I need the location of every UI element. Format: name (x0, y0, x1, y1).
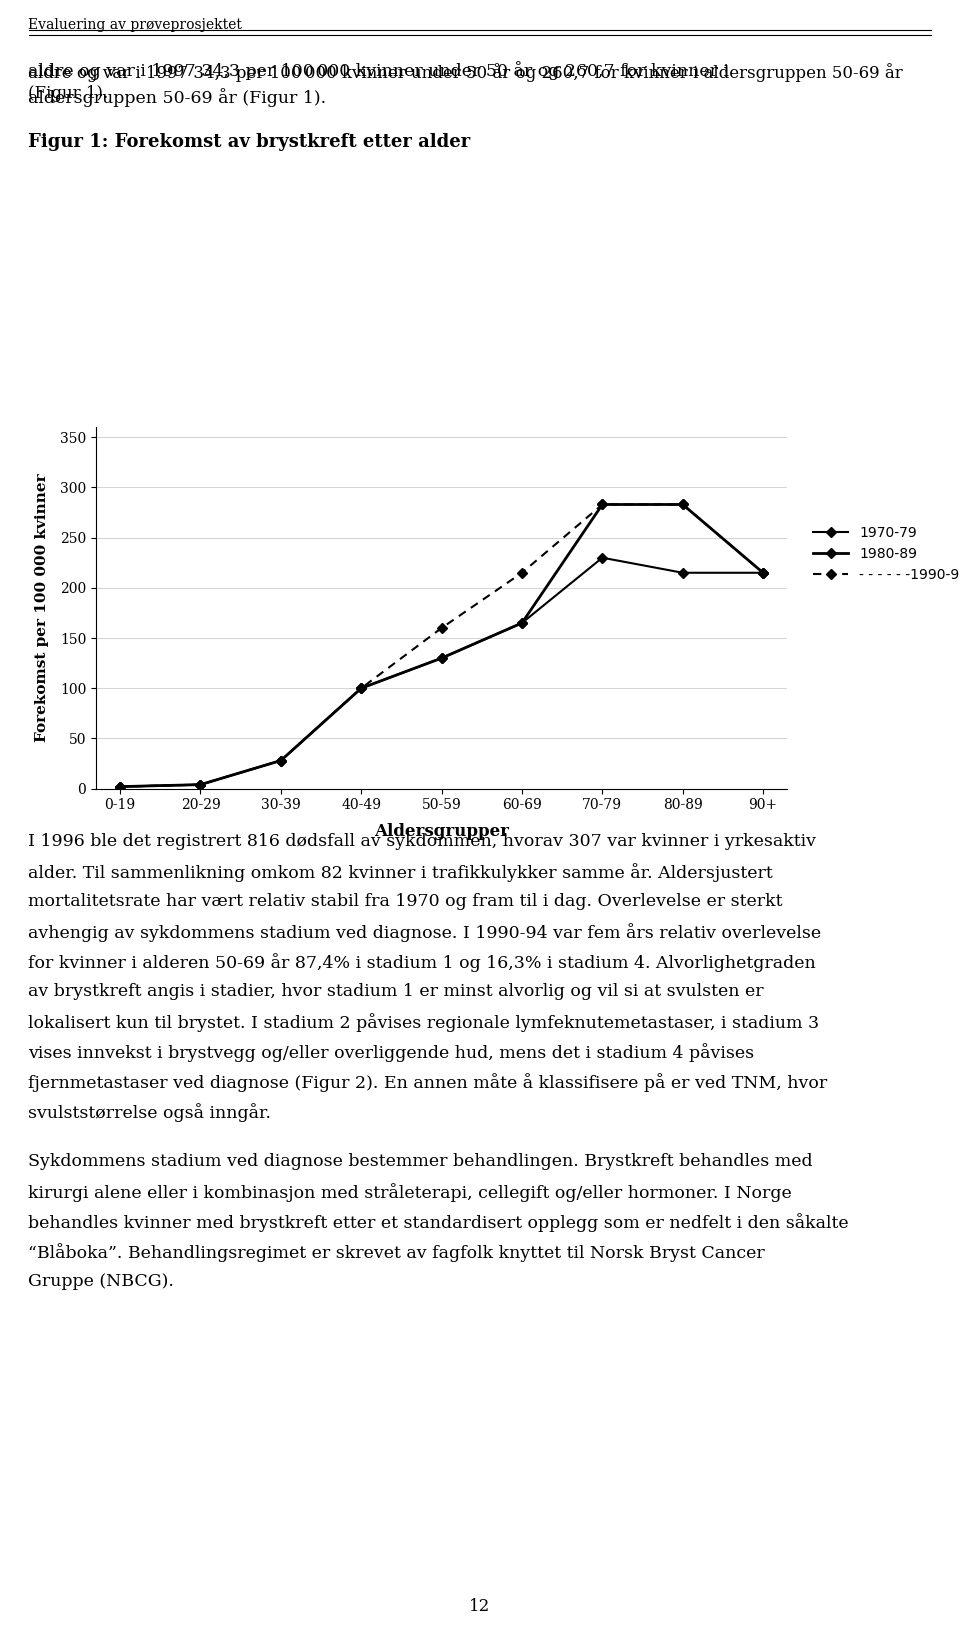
Text: behandles kvinner med brystkreft etter et standardisert opplegg som er nedfelt i: behandles kvinner med brystkreft etter e… (28, 1213, 849, 1232)
Text: avhengig av sykdommens stadium ved diagnose. I 1990-94 var fem års relativ overl: avhengig av sykdommens stadium ved diagn… (28, 923, 821, 941)
1980-89 (516, 613, 528, 633)
Text: I 1996 ble det registrert 816 dødsfall av sykdommen, hvorav 307 var kvinner i yr: I 1996 ble det registrert 816 dødsfall a… (28, 833, 816, 849)
1990-97 (596, 495, 608, 514)
Text: for kvinner i alderen 50-69 år 87,4% i stadium 1 og 16,3% i stadium 4. Alvorligh: for kvinner i alderen 50-69 år 87,4% i s… (28, 953, 816, 973)
Legend: 1970-79, 1980-89, - - - - - -1990-97: 1970-79, 1980-89, - - - - - -1990-97 (808, 521, 960, 587)
1980-89 (757, 564, 769, 583)
1970-79 (355, 679, 367, 698)
Text: Gruppe (NBCG).: Gruppe (NBCG). (28, 1273, 174, 1290)
Text: vises innvekst i brystvegg og/eller overliggende hud, mens det i stadium 4 påvis: vises innvekst i brystvegg og/eller over… (28, 1043, 755, 1061)
1970-79 (276, 751, 287, 771)
1970-79 (516, 613, 528, 633)
Text: aldre og var i 1997 34,3 per 100 000 kvinner under 50 år og 260,7 for kvinner i: aldre og var i 1997 34,3 per 100 000 kvi… (28, 61, 729, 81)
Text: Figur 1: Forekomst av brystkreft etter alder: Figur 1: Forekomst av brystkreft etter a… (28, 133, 470, 151)
Line: 1970-79: 1970-79 (116, 554, 767, 790)
Text: “Blåboka”. Behandlingsregimet er skrevet av fagfolk knyttet til Norsk Bryst Canc: “Blåboka”. Behandlingsregimet er skrevet… (28, 1244, 765, 1262)
Y-axis label: Forekomst per 100 000 kvinner: Forekomst per 100 000 kvinner (35, 473, 49, 743)
Text: kirurgi alene eller i kombinasjon med stråleterapi, cellegift og/eller hormoner.: kirurgi alene eller i kombinasjon med st… (28, 1183, 792, 1203)
1980-89 (596, 495, 608, 514)
Text: lokalisert kun til brystet. I stadium 2 påvises regionale lymfeknutemetastaser, : lokalisert kun til brystet. I stadium 2 … (28, 1014, 819, 1032)
1990-97 (677, 495, 688, 514)
Text: aldersgruppen 50-69 år (Figur 1).: aldersgruppen 50-69 år (Figur 1). (28, 89, 326, 107)
1970-79 (195, 775, 206, 795)
X-axis label: Aldersgrupper: Aldersgrupper (374, 823, 509, 841)
1970-79 (436, 649, 447, 669)
1990-97 (276, 751, 287, 771)
Text: fjernmetastaser ved diagnose (Figur 2). En annen måte å klassifisere på er ved T: fjernmetastaser ved diagnose (Figur 2). … (28, 1073, 828, 1093)
Text: svulststørrelse også inngår.: svulststørrelse også inngår. (28, 1102, 271, 1122)
1970-79 (596, 547, 608, 567)
1970-79 (677, 564, 688, 583)
1980-89 (195, 775, 206, 795)
1990-97 (114, 777, 126, 797)
1980-89 (114, 777, 126, 797)
1980-89 (436, 649, 447, 669)
Line: 1980-89: 1980-89 (116, 501, 767, 790)
Text: 12: 12 (469, 1599, 491, 1615)
1970-79 (114, 777, 126, 797)
1970-79 (757, 564, 769, 583)
1980-89 (276, 751, 287, 771)
Text: av brystkreft angis i stadier, hvor stadium 1 er minst alvorlig og vil si at svu: av brystkreft angis i stadier, hvor stad… (28, 983, 763, 1001)
Text: mortalitetsrate har vært relativ stabil fra 1970 og fram til i dag. Overlevelse : mortalitetsrate har vært relativ stabil … (28, 894, 782, 910)
1990-97 (355, 679, 367, 698)
Text: Sykdommens stadium ved diagnose bestemmer behandlingen. Brystkreft behandles med: Sykdommens stadium ved diagnose bestemme… (28, 1153, 812, 1170)
1980-89 (677, 495, 688, 514)
Text: aldre og var i 1997 34,3 per 100 000 kvinner under 50 år og 260,7 for kvinner i : aldre og var i 1997 34,3 per 100 000 kvi… (28, 62, 902, 102)
1990-97 (516, 564, 528, 583)
1980-89 (355, 679, 367, 698)
Text: Evaluering av prøveprosjektet: Evaluering av prøveprosjektet (28, 18, 242, 31)
Line: 1990-97: 1990-97 (116, 501, 767, 790)
Text: alder. Til sammenlikning omkom 82 kvinner i trafikkulykker samme år. Aldersjuste: alder. Til sammenlikning omkom 82 kvinne… (28, 863, 773, 882)
1990-97 (757, 564, 769, 583)
1990-97 (195, 775, 206, 795)
1990-97 (436, 618, 447, 637)
